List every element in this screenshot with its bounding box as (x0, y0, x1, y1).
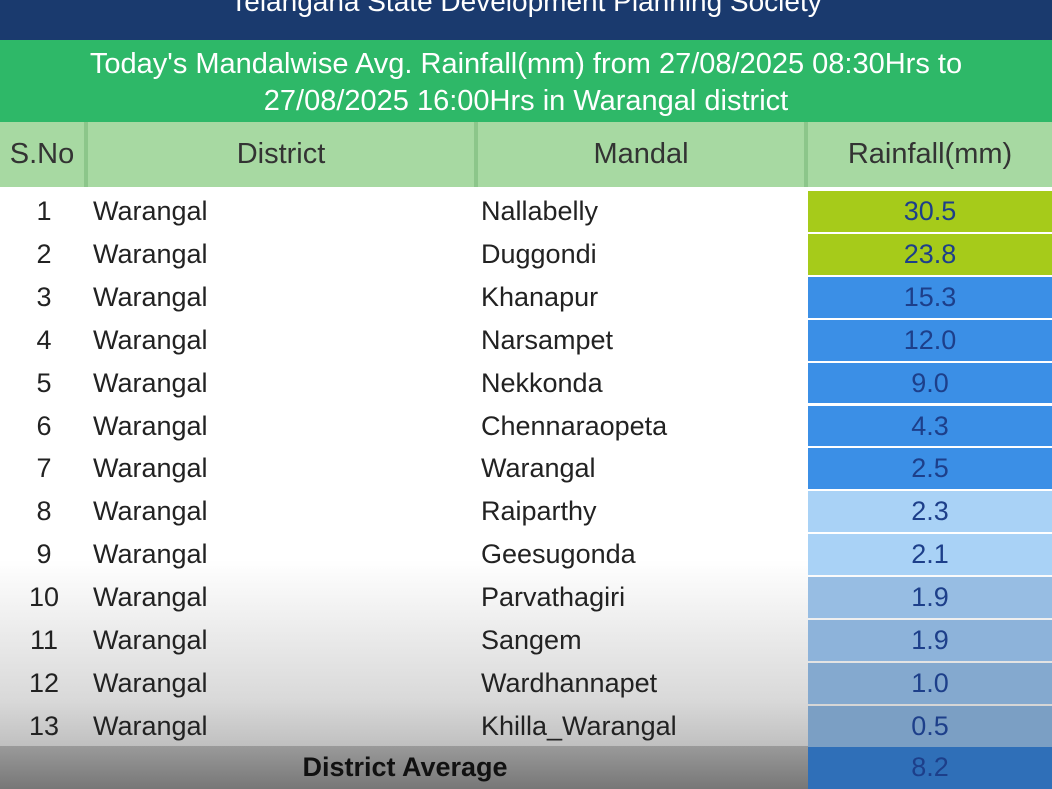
sno-cell: 8 (36, 496, 52, 527)
sno-cell: 7 (36, 453, 52, 484)
mandal-cell: Nekkonda (481, 367, 603, 398)
mandal-cell: Nallabelly (481, 196, 599, 226)
column-header: S.No (0, 122, 88, 187)
mandal-cell: Narsampet (481, 324, 614, 355)
rainfall-cell: 23.8 (808, 233, 1052, 275)
district-cell: Warangal (93, 324, 208, 355)
sno-cell: 9 (36, 539, 52, 570)
rainfall-cell: 1.0 (808, 662, 1052, 704)
title: Telangana State Development Planning Soc… (230, 0, 822, 17)
rainfall-cell: 1.9 (808, 577, 1052, 618)
rainfall-cell: 9.0 (808, 362, 1052, 404)
district-cell: Warangal (93, 196, 208, 226)
district-cell: Warangal (93, 582, 208, 613)
sno-cell: 10 (28, 582, 60, 613)
rainfall-cell: 15.3 (808, 276, 1052, 318)
mandal-cell: Raiparthy (481, 496, 597, 527)
district-cell: Warangal (93, 710, 208, 741)
rainfall-cell: 1.9 (808, 620, 1052, 661)
mandal-cell: Warangal (481, 453, 596, 484)
top-bar: Telangana State Development Planning Soc… (0, 0, 1052, 40)
district-cell: Warangal (93, 539, 208, 570)
rainfall-cell: 4.3 (808, 405, 1052, 447)
sno-cell: 5 (36, 367, 52, 398)
mandal-cell: Parvathagiri (481, 582, 626, 613)
rainfall-cell: 2.5 (808, 448, 1052, 490)
sno-cell: 1 (36, 196, 52, 226)
sno-cell: 2 (36, 238, 52, 269)
mandal-cell: Duggondi (481, 238, 597, 269)
footer-label: District Average (302, 752, 508, 782)
sno-cell: 11 (29, 625, 59, 655)
rainfall-cell: 12.0 (808, 319, 1052, 361)
mandal-cell: Khanapur (481, 281, 599, 312)
mandal-cell: Geesugonda (481, 539, 636, 570)
rainfall-cell: 30.5 (808, 191, 1052, 232)
sno-cell: 13 (28, 710, 60, 741)
district-cell: Warangal (93, 496, 208, 527)
subtitle: Today's Mandalwise Avg. Rainfall(mm) fro… (0, 40, 1052, 122)
sno-cell: 12 (28, 667, 60, 698)
district-cell: Warangal (93, 238, 208, 269)
district-cell: Warangal (93, 667, 208, 698)
mandal-cell: Sangem (481, 625, 582, 655)
footer-row: District Average 8.2 (0, 746, 1052, 789)
footer-value: 8.2 (808, 746, 1052, 789)
column-header: Mandal (478, 122, 808, 187)
district-cell: Warangal (93, 625, 208, 655)
district-cell: Warangal (93, 410, 208, 441)
mandal-cell: Chennaraopeta (481, 410, 668, 441)
rainfall-cell: 2.3 (808, 491, 1052, 533)
district-cell: Warangal (93, 367, 208, 398)
rainfall-cell: 2.1 (808, 534, 1052, 576)
sno-cell: 4 (36, 324, 52, 355)
header-row: S.No District Mandal Rainfall(mm) (0, 122, 1052, 187)
mandal-cell: Khilla_Warangal (481, 710, 677, 741)
district-cell: Warangal (93, 453, 208, 484)
rainfall-cell: 0.5 (808, 705, 1052, 747)
column-header: Rainfall(mm) (847, 138, 1013, 170)
district-cell: Warangal (93, 281, 208, 312)
column-header: District (88, 122, 478, 187)
mandal-cell: Wardhannapet (481, 667, 658, 698)
sno-cell: 6 (36, 410, 52, 441)
sno-cell: 3 (36, 281, 52, 312)
